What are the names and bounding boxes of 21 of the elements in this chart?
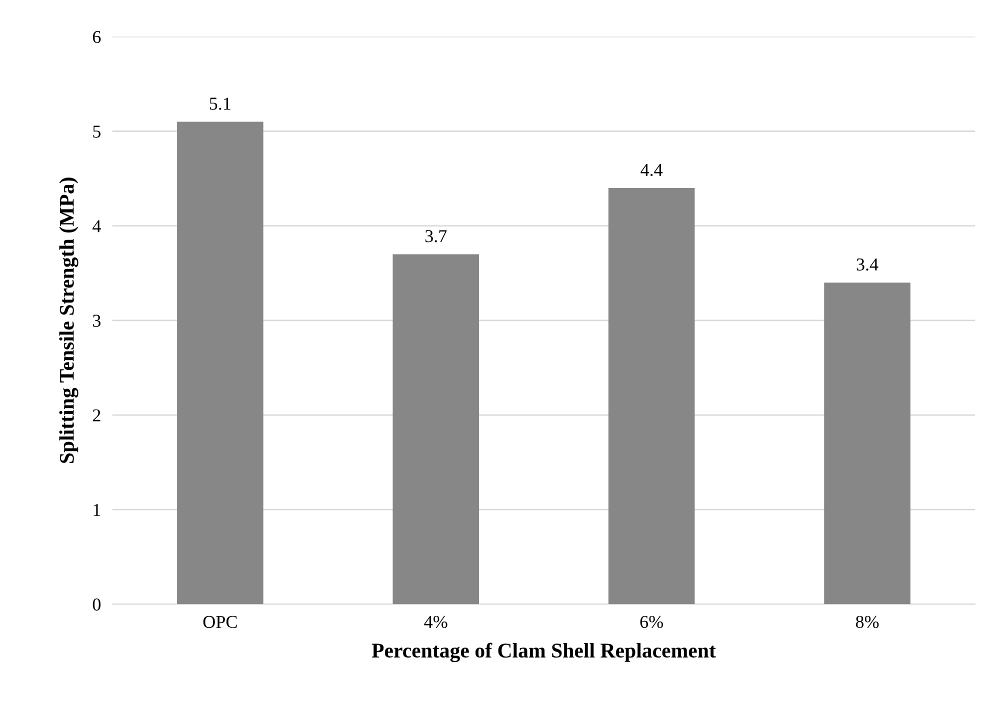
y-tick-label: 1 xyxy=(94,504,100,516)
data-label: 4.4 xyxy=(640,164,663,176)
x-axis-title: Percentage of Clam Shell Replacement xyxy=(372,642,716,662)
x-tick-label: 6% xyxy=(640,616,663,628)
y-tick-label: 3 xyxy=(93,314,101,327)
data-label: 3.4 xyxy=(856,258,878,271)
x-tick-label: 4% xyxy=(424,616,448,628)
x-tick-label: OPC xyxy=(203,616,237,628)
y-tick-label: 4 xyxy=(92,220,101,232)
y-tick-label: 6 xyxy=(92,30,101,44)
bar xyxy=(824,282,910,604)
y-tick-label: 0 xyxy=(92,598,101,611)
bar xyxy=(392,254,480,604)
data-label: 5.1 xyxy=(210,98,230,110)
bar xyxy=(608,188,695,604)
x-tick-label: 8% xyxy=(856,616,879,628)
data-label: 3.7 xyxy=(425,230,447,242)
y-tick-label: 5 xyxy=(93,126,101,138)
bar xyxy=(177,122,264,604)
y-tick-label: 2 xyxy=(92,409,100,422)
y-axis-title: Splitting Tensile Strength (MPa) xyxy=(59,178,78,463)
